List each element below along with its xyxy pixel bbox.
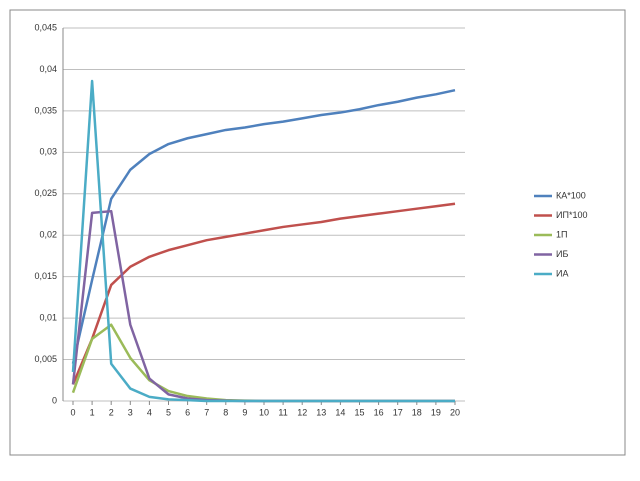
x-tick-label: 13 [316, 407, 326, 417]
y-tick-label: 0,005 [34, 354, 57, 364]
x-tick-label: 7 [204, 407, 209, 417]
x-tick-label: 10 [259, 407, 269, 417]
series-line [71, 88, 456, 364]
x-tick-label: 20 [450, 407, 460, 417]
y-tick-label: 0,035 [34, 105, 57, 115]
x-tick-label: 12 [297, 407, 307, 417]
legend-label: ИП*100 [556, 210, 587, 220]
x-tick-label: 4 [147, 407, 152, 417]
y-tick-label: 0 [52, 395, 57, 405]
x-tick-label: 11 [278, 407, 287, 417]
x-tick-label: 5 [166, 407, 171, 417]
legend-label: ИА [556, 268, 568, 278]
x-tick-label: 16 [374, 407, 384, 417]
x-tick-label: 1 [90, 407, 95, 417]
x-tick-label: 2 [109, 407, 114, 417]
y-tick-label: 0,025 [34, 188, 57, 198]
x-tick-label: 8 [223, 407, 228, 417]
x-tick-label: 9 [242, 407, 247, 417]
legend-label: КА*100 [556, 190, 586, 200]
y-tick-label: 0,02 [39, 230, 57, 240]
x-tick-label: 6 [185, 407, 190, 417]
x-tick-label: 3 [128, 407, 133, 417]
x-tick-label: 17 [393, 407, 403, 417]
legend-label: ИБ [556, 249, 568, 259]
y-tick-label: 0,01 [39, 312, 57, 322]
x-tick-label: 14 [335, 407, 345, 417]
y-tick-label: 0,04 [39, 64, 57, 74]
chart-frame [9, 9, 626, 456]
series-line [71, 79, 455, 403]
x-tick-label: 15 [354, 407, 364, 417]
y-tick-label: 0,03 [39, 147, 57, 157]
y-tick-label: 0,045 [34, 22, 57, 32]
x-tick-label: 18 [412, 407, 422, 417]
series-line [71, 202, 456, 385]
x-tick-label: 0 [70, 407, 75, 417]
legend-label: 1П [556, 229, 567, 239]
y-tick-label: 0,015 [34, 271, 57, 281]
x-tick-label: 19 [431, 407, 441, 417]
